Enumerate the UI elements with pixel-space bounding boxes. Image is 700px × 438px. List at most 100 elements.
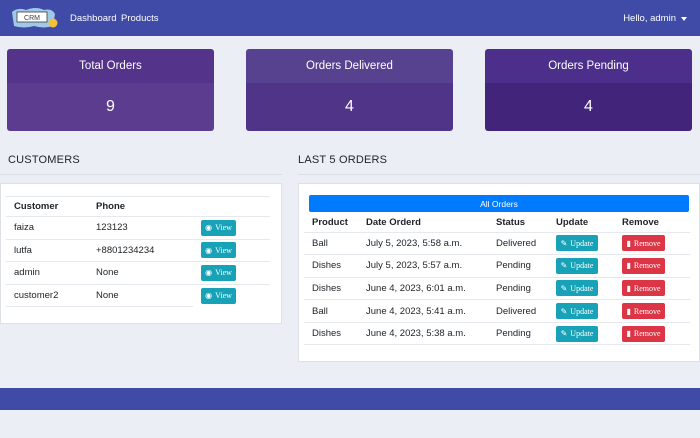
stat-value: 4 [485, 83, 692, 131]
customer-phone: None [88, 284, 193, 307]
user-menu[interactable]: Hello, admin [623, 13, 687, 24]
order-product: Dishes [304, 254, 358, 278]
stat-label: Orders Pending [485, 49, 692, 83]
update-button[interactable]: ✎ Update [556, 235, 598, 252]
remove-label: Remove [633, 283, 661, 293]
table-row: Dishes July 5, 2023, 5:57 a.m. Pending ✎… [304, 254, 690, 278]
order-date: July 5, 2023, 5:58 a.m. [358, 232, 488, 256]
navbar: CRM Dashboard Products Hello, admin [0, 0, 700, 36]
divider [298, 174, 700, 175]
remove-label: Remove [633, 306, 661, 316]
edit-icon: ✎ [560, 329, 568, 339]
stat-value: 9 [7, 83, 214, 131]
remove-button[interactable]: ▮ Remove [622, 303, 665, 320]
divider [0, 174, 282, 175]
update-label: Update [570, 238, 594, 248]
customer-phone: None [88, 261, 193, 285]
remove-label: Remove [633, 329, 661, 339]
order-status: Pending [488, 277, 548, 301]
customers-panel: Customer Phone faiza 123123 ◉ View lutfa … [0, 183, 282, 324]
customers-title: CUSTOMERS [8, 154, 80, 166]
customer-name: admin [6, 261, 88, 285]
remove-button[interactable]: ▮ Remove [622, 280, 665, 297]
edit-icon: ✎ [560, 283, 568, 293]
stat-card-orders-delivered: Orders Delivered 4 [246, 49, 453, 131]
remove-label: Remove [633, 261, 661, 271]
remove-button[interactable]: ▮ Remove [622, 325, 665, 342]
stat-label: Total Orders [7, 49, 214, 83]
orders-table: Product Date Orderd Status Update Remove… [304, 213, 690, 346]
trash-icon: ▮ [626, 329, 631, 339]
table-row: faiza 123123 ◉ View [6, 216, 270, 240]
column-header-product: Product [304, 213, 358, 233]
trash-icon: ▮ [626, 306, 631, 316]
view-button[interactable]: ◉ View [201, 287, 236, 304]
order-status: Delivered [488, 232, 548, 256]
update-button[interactable]: ✎ Update [556, 303, 598, 320]
view-label: View [215, 223, 232, 233]
view-button[interactable]: ◉ View [201, 242, 236, 259]
stat-label: Orders Delivered [246, 49, 453, 83]
crm-logo[interactable]: CRM [8, 6, 58, 29]
update-button[interactable]: ✎ Update [556, 325, 598, 342]
order-date: June 4, 2023, 6:01 a.m. [358, 277, 488, 301]
view-label: View [215, 268, 232, 278]
order-status: Pending [488, 254, 548, 278]
user-greeting: Hello, admin [623, 13, 676, 24]
update-button[interactable]: ✎ Update [556, 280, 598, 297]
table-row: admin None ◉ View [6, 261, 270, 285]
edit-icon: ✎ [560, 306, 568, 316]
orders-panel: All Orders Product Date Orderd Status Up… [298, 183, 700, 362]
table-header-row: Customer Phone [6, 196, 270, 217]
customer-name: customer2 [6, 284, 88, 307]
view-label: View [215, 291, 232, 300]
column-header-status: Status [488, 213, 548, 233]
logo-text: CRM [24, 15, 40, 22]
column-header-action [193, 196, 270, 217]
order-status: Pending [488, 322, 548, 346]
stat-card-orders-pending: Orders Pending 4 [485, 49, 692, 131]
remove-button[interactable]: ▮ Remove [622, 257, 665, 274]
order-date: June 4, 2023, 5:38 a.m. [358, 322, 488, 346]
update-button[interactable]: ✎ Update [556, 257, 598, 274]
order-product: Ball [304, 232, 358, 256]
stat-card-total-orders: Total Orders 9 [7, 49, 214, 131]
table-header-row: Product Date Orderd Status Update Remove [304, 213, 690, 233]
nav-link-products[interactable]: Products [121, 13, 159, 24]
orders-title: LAST 5 ORDERS [298, 154, 388, 166]
all-orders-button[interactable]: All Orders [309, 195, 689, 212]
view-button[interactable]: ◉ View [201, 219, 236, 236]
view-button[interactable]: ◉ View [201, 264, 236, 281]
order-product: Dishes [304, 277, 358, 301]
update-label: Update [570, 329, 594, 339]
eye-icon: ◉ [205, 268, 213, 278]
remove-button[interactable]: ▮ Remove [622, 235, 665, 252]
table-row: lutfa +8801234234 ◉ View [6, 239, 270, 262]
order-status: Delivered [488, 299, 548, 323]
nav-link-dashboard[interactable]: Dashboard [70, 13, 117, 24]
customer-phone: +8801234234 [88, 239, 193, 262]
customer-phone: 123123 [88, 216, 193, 240]
trash-icon: ▮ [626, 238, 631, 248]
footer-bar [0, 388, 700, 410]
order-product: Ball [304, 299, 358, 323]
table-row: Ball July 5, 2023, 5:58 a.m. Delivered ✎… [304, 232, 690, 256]
remove-label: Remove [633, 238, 661, 248]
edit-icon: ✎ [560, 261, 568, 271]
customer-name: faiza [6, 216, 88, 240]
eye-icon: ◉ [205, 223, 213, 233]
column-header-remove: Remove [614, 213, 690, 233]
trash-icon: ▮ [626, 261, 631, 271]
column-header-phone: Phone [88, 196, 193, 217]
update-label: Update [570, 306, 594, 316]
view-label: View [215, 245, 232, 255]
eye-icon: ◉ [205, 291, 213, 300]
update-label: Update [570, 283, 594, 293]
column-header-date: Date Orderd [358, 213, 488, 233]
order-date: June 4, 2023, 5:41 a.m. [358, 299, 488, 323]
table-row: Dishes June 4, 2023, 6:01 a.m. Pending ✎… [304, 277, 690, 301]
table-row: customer2 None ◉ View [6, 284, 270, 307]
update-label: Update [570, 261, 594, 271]
eye-icon: ◉ [205, 245, 213, 255]
trash-icon: ▮ [626, 283, 631, 293]
